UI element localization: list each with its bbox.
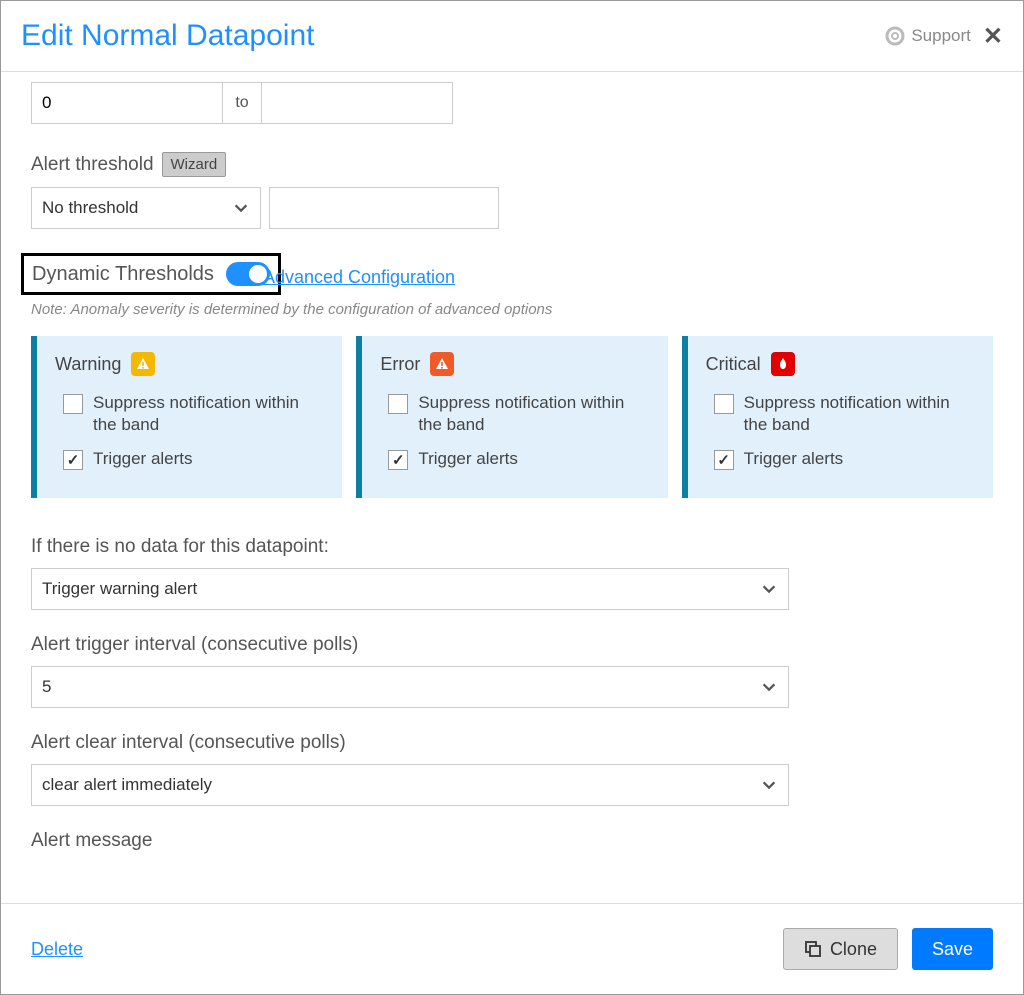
chevron-down-icon (760, 776, 778, 794)
clone-icon (804, 940, 822, 958)
clear-interval-select[interactable]: clear alert immediately (31, 764, 789, 806)
warning-header: Warning (55, 352, 326, 376)
threshold-value-input[interactable] (269, 187, 499, 229)
wizard-button[interactable]: Wizard (162, 152, 227, 177)
no-data-group: If there is no data for this datapoint: … (31, 536, 993, 610)
critical-trigger-checkbox[interactable] (714, 450, 734, 470)
support-icon (885, 26, 905, 46)
dynamic-thresholds-row: Dynamic Thresholds (21, 253, 281, 295)
threshold-row: No threshold (31, 187, 993, 229)
error-header: Error (380, 352, 651, 376)
clear-interval-label: Alert clear interval (consecutive polls) (31, 732, 993, 754)
warning-trigger-row[interactable]: Trigger alerts (55, 448, 326, 470)
warning-icon (131, 352, 155, 376)
dialog-title: Edit Normal Datapoint (21, 19, 314, 53)
critical-suppress-checkbox[interactable] (714, 394, 734, 414)
chevron-down-icon (760, 580, 778, 598)
chevron-down-icon (232, 199, 250, 217)
dialog-header: Edit Normal Datapoint Support ✕ (1, 1, 1023, 72)
clear-interval-group: Alert clear interval (consecutive polls)… (31, 732, 993, 806)
advanced-configuration-link[interactable]: Advanced Configuration (263, 267, 455, 288)
support-link[interactable]: Support (885, 26, 971, 46)
delete-link[interactable]: Delete (31, 939, 83, 960)
severity-cards: Warning Suppress notification within the… (31, 336, 993, 498)
dialog-content: to Alert threshold Wizard No threshold D… (1, 72, 1023, 882)
critical-header: Critical (706, 352, 977, 376)
critical-suppress-row[interactable]: Suppress notification within the band (706, 392, 977, 436)
no-data-select[interactable]: Trigger warning alert (31, 568, 789, 610)
support-label: Support (911, 26, 971, 46)
error-trigger-checkbox[interactable] (388, 450, 408, 470)
clone-button[interactable]: Clone (783, 928, 898, 970)
error-suppress-row[interactable]: Suppress notification within the band (380, 392, 651, 436)
save-button[interactable]: Save (912, 928, 993, 970)
trigger-interval-group: Alert trigger interval (consecutive poll… (31, 634, 993, 708)
critical-card: Critical Suppress notification within th… (682, 336, 993, 498)
threshold-select[interactable]: No threshold (31, 187, 261, 229)
warning-suppress-checkbox[interactable] (63, 394, 83, 414)
no-data-label: If there is no data for this datapoint: (31, 536, 993, 558)
warning-card: Warning Suppress notification within the… (31, 336, 342, 498)
range-row: to (31, 82, 993, 124)
critical-icon (771, 352, 795, 376)
alert-threshold-label: Alert threshold Wizard (31, 152, 993, 177)
trigger-interval-label: Alert trigger interval (consecutive poll… (31, 634, 993, 656)
error-trigger-row[interactable]: Trigger alerts (380, 448, 651, 470)
footer-actions: Clone Save (783, 928, 993, 970)
header-actions: Support ✕ (885, 22, 1003, 51)
warning-suppress-row[interactable]: Suppress notification within the band (55, 392, 326, 436)
error-card: Error Suppress notification within the b… (356, 336, 667, 498)
dynamic-thresholds-label: Dynamic Thresholds (32, 263, 214, 286)
range-to-label: to (223, 82, 261, 124)
dynamic-thresholds-toggle[interactable] (226, 262, 270, 286)
dialog-footer: Delete Clone Save (1, 903, 1023, 994)
close-icon[interactable]: ✕ (983, 22, 1003, 51)
chevron-down-icon (760, 678, 778, 696)
dynamic-note: Note: Anomaly severity is determined by … (31, 301, 993, 318)
error-suppress-checkbox[interactable] (388, 394, 408, 414)
critical-trigger-row[interactable]: Trigger alerts (706, 448, 977, 470)
range-to-input[interactable] (261, 82, 453, 124)
trigger-interval-select[interactable]: 5 (31, 666, 789, 708)
alert-message-label: Alert message (31, 830, 993, 852)
warning-trigger-checkbox[interactable] (63, 450, 83, 470)
error-icon (430, 352, 454, 376)
range-from-input[interactable] (31, 82, 223, 124)
